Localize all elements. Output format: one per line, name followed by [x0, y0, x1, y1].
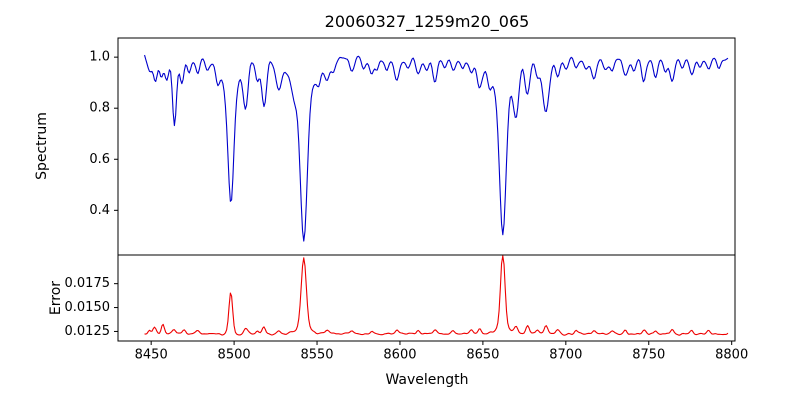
spectrum-y-tick-label: 0.4 [89, 203, 110, 218]
error-panel-frame [117, 254, 736, 342]
error-y-tick-label: 0.0175 [65, 276, 111, 291]
error-y-tick-label: 0.0125 [65, 324, 111, 339]
plot-area: 0.4 0.6 0.8 1.0 0.0125 0.0150 0.0175 8450 8500 85… [65, 37, 748, 363]
error-line [144, 255, 729, 336]
spectrum-y-tick-label: 0.6 [89, 152, 110, 167]
x-tick-label: 8700 [549, 348, 582, 363]
y-axis-label-spectrum: Spectrum [34, 112, 50, 180]
x-tick-label: 8600 [383, 348, 416, 363]
chart-title: 20060327_1259m20_065 [325, 12, 530, 32]
y-axis-label-error: Error [48, 281, 64, 315]
x-tick-label: 8800 [715, 348, 748, 363]
x-tick-label: 8750 [632, 348, 665, 363]
x-tick-label: 8450 [135, 348, 168, 363]
spectrum-y-tick-label: 1.0 [89, 50, 110, 65]
error-y-tick-label: 0.0150 [65, 300, 111, 315]
spectrum-line [144, 54, 729, 242]
spectrum-y-tick-label: 0.8 [89, 101, 110, 116]
x-tick-label: 8650 [466, 348, 499, 363]
x-tick-label: 8500 [218, 348, 251, 363]
x-tick-label: 8550 [300, 348, 333, 363]
x-axis-label: Wavelength [385, 372, 468, 388]
